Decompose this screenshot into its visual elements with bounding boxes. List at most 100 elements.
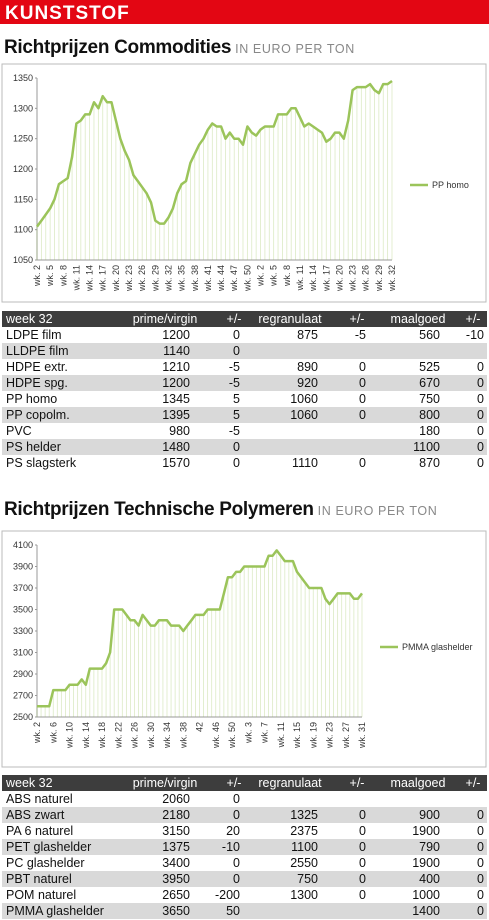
table-row bbox=[2, 807, 487, 823]
data-line bbox=[35, 79, 393, 228]
x-tick-label: wk. 17 bbox=[321, 265, 331, 292]
column-header: +/- bbox=[466, 776, 481, 790]
cell-value: 0 bbox=[477, 376, 484, 390]
row-label: ABS naturel bbox=[6, 792, 73, 806]
cell-value: -5 bbox=[355, 328, 366, 342]
cell-value: 0 bbox=[359, 888, 366, 902]
y-tick-label: 3900 bbox=[13, 562, 33, 572]
title: Richtprijzen Technische Polymeren bbox=[4, 499, 314, 520]
x-tick-label: 42 bbox=[195, 722, 205, 732]
cell-value: 20 bbox=[226, 824, 240, 838]
cell-value: 560 bbox=[419, 328, 440, 342]
x-tick-label: wk. 26 bbox=[130, 722, 140, 749]
x-tick-label: wk. 11 bbox=[71, 265, 81, 291]
cell-value: 0 bbox=[233, 456, 240, 470]
cell-value: -10 bbox=[466, 328, 484, 342]
cell-value: 0 bbox=[233, 440, 240, 454]
row-label: PP homo bbox=[6, 392, 57, 406]
y-tick-label: 4100 bbox=[13, 540, 33, 550]
chart-frame bbox=[1, 63, 487, 303]
cell-value: -5 bbox=[229, 360, 240, 374]
x-tick-label: wk. 20 bbox=[334, 265, 344, 292]
x-tick-label: wk. 32 bbox=[163, 265, 173, 292]
column-header: +/- bbox=[227, 312, 242, 326]
cell-value: 180 bbox=[419, 424, 440, 438]
cell-value: 0 bbox=[359, 392, 366, 406]
table-header bbox=[2, 311, 487, 327]
row-label: PP copolm. bbox=[6, 408, 70, 422]
x-tick-label: wk. 17 bbox=[98, 265, 108, 292]
x-tick-label: wk. 47 bbox=[229, 265, 239, 292]
row-label: LDPE film bbox=[6, 328, 62, 342]
cell-value: 980 bbox=[169, 424, 190, 438]
subtitle: IN EURO PER TON bbox=[318, 504, 438, 518]
cell-value: 1480 bbox=[162, 440, 190, 454]
table-row bbox=[2, 839, 487, 855]
y-tick-label: 3500 bbox=[13, 605, 33, 615]
x-tick-label: wk. 29 bbox=[150, 265, 160, 292]
cell-value: 1900 bbox=[412, 824, 440, 838]
x-tick-label: wk. 11 bbox=[295, 265, 305, 291]
x-tick-label: wk. 38 bbox=[190, 265, 200, 292]
x-tick-label: wk. 29 bbox=[374, 265, 384, 292]
table-row bbox=[2, 407, 487, 423]
x-tick-label: wk. 35 bbox=[177, 265, 187, 292]
column-header: maalgoed bbox=[391, 312, 446, 326]
cell-value: 920 bbox=[297, 376, 318, 390]
cell-value: 900 bbox=[419, 808, 440, 822]
x-tick-label: wk. 19 bbox=[308, 722, 318, 749]
row-label: ABS zwart bbox=[6, 808, 65, 822]
row-label: HDPE extr. bbox=[6, 360, 68, 374]
x-tick-label: wk. 15 bbox=[292, 722, 302, 749]
x-tick-label: wk. 2 bbox=[32, 722, 42, 744]
cell-value: 870 bbox=[419, 456, 440, 470]
cell-value: 0 bbox=[477, 808, 484, 822]
cell-value: 0 bbox=[359, 872, 366, 886]
cell-value: 0 bbox=[477, 856, 484, 870]
cell-value: 800 bbox=[419, 408, 440, 422]
x-tick-label: wk. 23 bbox=[124, 265, 134, 292]
y-tick-label: 3300 bbox=[13, 626, 33, 636]
cell-value: 0 bbox=[233, 856, 240, 870]
column-header: regranulaat bbox=[258, 312, 322, 326]
x-tick-label: wk. 10 bbox=[65, 722, 75, 749]
cell-value: 1900 bbox=[412, 856, 440, 870]
x-tick-label: wk. 3 bbox=[243, 722, 253, 744]
cell-value: 1210 bbox=[162, 360, 190, 374]
y-tick-label: 1300 bbox=[13, 103, 33, 113]
column-header: regranulaat bbox=[258, 776, 322, 790]
cell-value: 2180 bbox=[162, 808, 190, 822]
cell-value: 1300 bbox=[290, 888, 318, 902]
cell-value: -200 bbox=[215, 888, 240, 902]
cell-value: 0 bbox=[477, 888, 484, 902]
cell-value: 1140 bbox=[163, 344, 190, 358]
x-tick-label: wk. 46 bbox=[211, 722, 221, 749]
table-row bbox=[2, 855, 487, 871]
x-tick-label: wk. 30 bbox=[146, 722, 156, 749]
legend-label: PMMA glashelder bbox=[402, 642, 473, 652]
cell-value: 890 bbox=[297, 360, 318, 374]
x-tick-label: wk. 5 bbox=[269, 265, 279, 287]
cell-value: 1325 bbox=[290, 808, 318, 822]
column-header: prime/virgin bbox=[133, 776, 198, 790]
cell-value: 2375 bbox=[290, 824, 318, 838]
x-tick-label: wk. 50 bbox=[242, 265, 252, 292]
cell-value: 0 bbox=[359, 808, 366, 822]
table-row bbox=[2, 327, 487, 343]
x-tick-label: wk. 14 bbox=[308, 265, 318, 292]
cell-value: 3150 bbox=[162, 824, 190, 838]
cell-value: 0 bbox=[233, 808, 240, 822]
cell-value: 0 bbox=[359, 360, 366, 374]
x-tick-label: wk. 14 bbox=[81, 722, 91, 749]
x-tick-label: wk. 32 bbox=[387, 265, 397, 292]
cell-value: 0 bbox=[359, 456, 366, 470]
x-tick-label: wk. 8 bbox=[282, 265, 292, 287]
x-tick-label: wk. 20 bbox=[111, 265, 121, 292]
table-row bbox=[2, 375, 487, 391]
row-label: PS slagsterk bbox=[6, 456, 77, 470]
column-header: week 32 bbox=[5, 312, 53, 326]
cell-value: 0 bbox=[359, 376, 366, 390]
cell-value: -5 bbox=[229, 376, 240, 390]
cell-value: 0 bbox=[359, 408, 366, 422]
